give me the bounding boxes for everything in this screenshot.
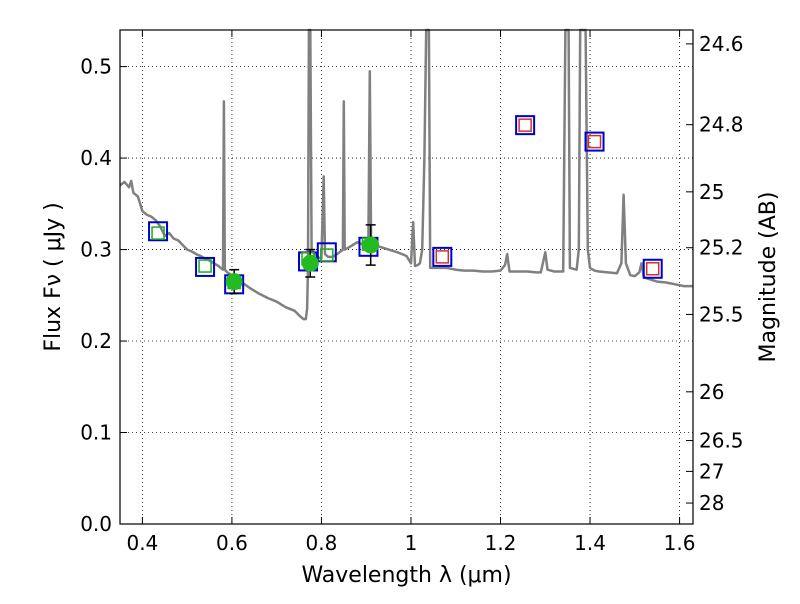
right-tick-label: 24.6: [699, 32, 744, 56]
photometry-square: [148, 221, 169, 242]
y-tick-label: 0.5: [80, 55, 112, 79]
photometry-square: [151, 226, 165, 240]
photometry-square: [320, 248, 334, 262]
photometry-circle: [225, 273, 243, 291]
photometry-square: [584, 131, 605, 152]
right-tick-label: 24.8: [699, 113, 744, 137]
photometry-square: [645, 262, 660, 276]
photometry-square: [518, 118, 532, 132]
x-axis-label: Wavelength λ (μm): [301, 563, 511, 588]
photometry-square: [642, 258, 663, 279]
right-tick-label: 26: [699, 380, 724, 404]
photometry-square: [435, 250, 450, 264]
right-tick-label: 25.5: [699, 302, 744, 326]
y-tick-label: 0.0: [80, 512, 112, 536]
photometry-square: [515, 115, 536, 136]
marker-layer: [148, 115, 663, 295]
right-tick-label: 25: [699, 180, 724, 204]
x-tick-label: 1.6: [664, 531, 696, 555]
photometry-square: [587, 134, 602, 149]
x-tick-label: 1.2: [485, 531, 517, 555]
photometry-square: [432, 246, 453, 267]
tick-layer: 0.4 0.6 0.8 1 1.2 1.4 1.6 0.0 0.1 0.2 0.3 0.4 0.5 24.…: [80, 30, 744, 555]
y-tick-label: 0.2: [80, 329, 112, 353]
y-tick-label: 0.4: [80, 146, 112, 170]
y-axis-label: Flux Fν ( μJy ): [41, 202, 66, 351]
right-tick-label: 28: [699, 491, 724, 515]
x-tick-label: 0.4: [126, 531, 158, 555]
right-tick-label: 27: [699, 459, 724, 483]
plot-frame: [119, 29, 694, 525]
photometry-circle: [301, 254, 319, 272]
y-tick-label: 0.1: [80, 421, 112, 445]
x-tick-label: 1.4: [574, 531, 606, 555]
photometry-square: [195, 256, 216, 277]
right-tick-label: 26.5: [699, 429, 744, 453]
photometry-circle: [362, 236, 380, 254]
x-tick-label: 1: [405, 531, 418, 555]
x-tick-label: 0.8: [306, 531, 338, 555]
grid-layer: [120, 30, 693, 525]
right-y-axis-label: Magnitude (AB): [756, 192, 781, 363]
x-tick-label: 0.6: [216, 531, 248, 555]
photometry-square: [198, 259, 212, 273]
right-tick-label: 25.2: [699, 236, 744, 260]
y-tick-label: 0.3: [80, 238, 112, 262]
